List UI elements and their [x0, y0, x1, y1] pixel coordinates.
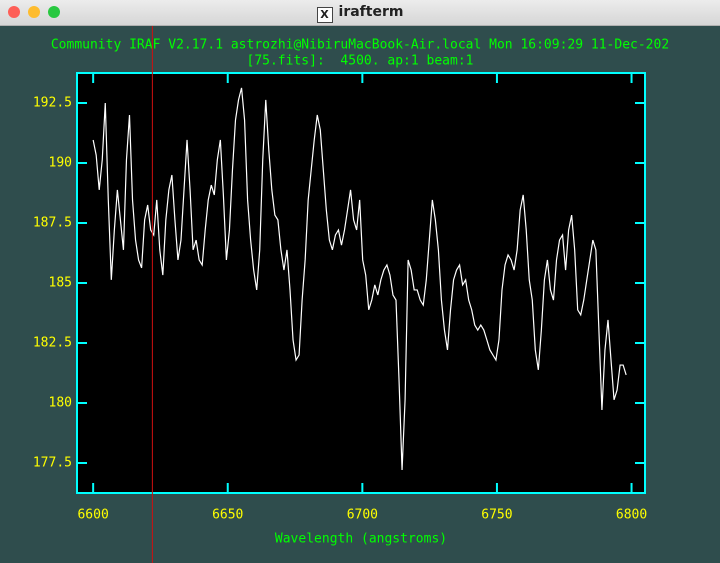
- chart-subtitle: [75.fits]: 4500. ap:1 beam:1: [247, 54, 474, 69]
- x-axis-label: Wavelength (angstroms): [275, 532, 447, 547]
- x-tick-label: 6650: [212, 508, 243, 523]
- x-tick-label: 6600: [77, 508, 108, 523]
- x-tick-label: 6700: [347, 508, 378, 523]
- window-title-text: irafterm: [338, 4, 404, 20]
- y-tick-label: 187.5: [33, 216, 72, 231]
- y-tick-label: 182.5: [33, 336, 72, 351]
- y-tick-label: 180: [49, 396, 72, 411]
- zoom-button[interactable]: [48, 6, 60, 18]
- y-tick-label: 185: [49, 276, 72, 291]
- minimize-button[interactable]: [28, 6, 40, 18]
- y-tick-label: 177.5: [33, 456, 72, 471]
- x-icon: X: [316, 7, 333, 23]
- close-button[interactable]: [8, 6, 20, 18]
- x-tick-label: 6800: [616, 508, 647, 523]
- x-tick-label: 6750: [481, 508, 512, 523]
- chart-title: Community IRAF V2.17.1 astrozhi@NibiruMa…: [51, 38, 669, 53]
- plot-frame: [76, 72, 646, 494]
- y-tick-label: 190: [49, 156, 72, 171]
- spectrum-line: [92, 87, 627, 470]
- y-tick-label: 192.5: [33, 96, 72, 111]
